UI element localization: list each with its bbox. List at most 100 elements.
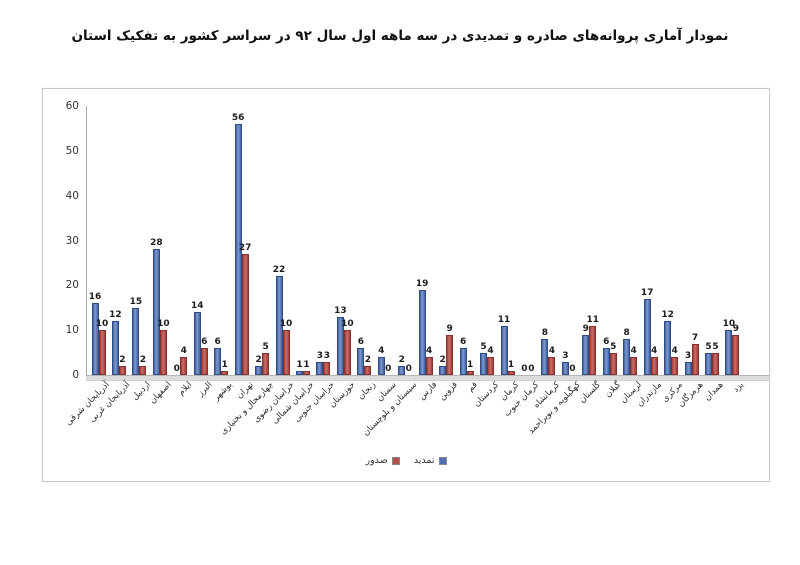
- issue-bar: [425, 357, 433, 375]
- legend-label-renew: تمدید: [413, 455, 435, 466]
- renew-value-label: 5: [480, 341, 487, 352]
- renew-value-label: 8: [623, 328, 630, 339]
- renew-bar: [275, 276, 283, 375]
- issue-bar: [609, 352, 617, 375]
- issue-bar: [159, 330, 167, 375]
- x-category-label: گلستان: [577, 380, 603, 406]
- renew-bar: [234, 123, 242, 375]
- legend-item-renew: تمدید: [414, 455, 447, 466]
- issue-value-label: 4: [487, 346, 494, 357]
- issue-value-label: 4: [548, 346, 556, 357]
- issue-bar: [241, 253, 249, 375]
- renew-bar: [684, 361, 692, 375]
- renew-value-label: 9: [582, 323, 589, 334]
- issue-value-label: 5: [610, 341, 617, 352]
- issue-value-label: 1: [303, 359, 310, 370]
- issue-bar: [262, 352, 270, 375]
- issue-bar: [343, 330, 351, 375]
- renew-value-label: 14: [190, 301, 204, 312]
- issue-value-label: 4: [651, 346, 658, 357]
- chart-frame: 0 10 20 30 40 50 60 16 10 آذربایجان شرقی 12 2 آذربای…: [42, 88, 770, 482]
- renew-value-label: 10: [722, 319, 736, 330]
- issue-value-label: 4: [630, 346, 637, 357]
- issue-bar: [507, 370, 515, 375]
- y-tick-label: 60: [65, 100, 79, 112]
- renew-value-label: 6: [459, 337, 467, 348]
- y-axis-line: [86, 106, 87, 375]
- issue-bar: [118, 366, 126, 375]
- x-category-label: بوشهر: [211, 380, 235, 403]
- renew-value-label: 19: [415, 278, 429, 289]
- renew-bar: [296, 370, 303, 375]
- issue-value-label: 0: [405, 364, 412, 374]
- issue-bar: [548, 357, 556, 375]
- renew-bar: [439, 366, 447, 375]
- renew-bar: [561, 361, 569, 375]
- issue-value-label: 10: [279, 319, 293, 330]
- issue-value-label: 2: [364, 355, 371, 366]
- legend-swatch-issue-icon: [391, 456, 400, 465]
- renew-bar: [111, 321, 119, 375]
- renew-bar: [459, 348, 467, 375]
- issue-value-label: 6: [201, 337, 208, 348]
- renew-bar: [643, 298, 651, 375]
- issue-bar: [323, 361, 331, 375]
- issue-value-label: 9: [446, 323, 453, 334]
- y-tick-label: 20: [65, 279, 79, 292]
- renew-value-label: 6: [603, 337, 610, 348]
- x-category-label: یزد: [731, 380, 747, 395]
- issue-value-label: 2: [139, 355, 147, 366]
- legend-item-issue: صدور: [366, 455, 400, 466]
- renew-value-label: 56: [231, 112, 245, 123]
- y-tick-label: 0: [72, 369, 79, 381]
- legend-swatch-renew-icon: [438, 456, 447, 465]
- issue-bar: [712, 352, 719, 375]
- issue-value-label: 1: [221, 359, 228, 370]
- renew-bar: [623, 339, 631, 375]
- renew-value-label: 28: [150, 238, 163, 249]
- issue-bar: [671, 357, 679, 375]
- renew-bar: [255, 366, 263, 375]
- issue-bar: [589, 325, 597, 375]
- renew-value-label: 13: [334, 305, 347, 316]
- x-category-label: ایلام: [176, 380, 194, 398]
- x-category-label: زنجان: [356, 380, 378, 402]
- issue-value-label: 2: [119, 355, 126, 366]
- renew-bar: [664, 321, 672, 375]
- renew-bar: [316, 361, 324, 375]
- renew-bar: [582, 334, 590, 375]
- issue-bar: [487, 357, 495, 375]
- renew-value-label: 2: [398, 355, 405, 366]
- issue-value-label: 10: [341, 319, 354, 330]
- x-category-label: قم: [466, 380, 481, 394]
- issue-value-label: 10: [95, 319, 109, 330]
- issue-bar: [446, 334, 454, 375]
- renew-bar: [480, 352, 488, 375]
- issue-bar: [630, 357, 638, 375]
- renew-bar: [152, 249, 160, 375]
- renew-value-label: 4: [378, 346, 385, 357]
- renew-value-label: 3: [562, 350, 569, 361]
- renew-value-label: 6: [214, 337, 221, 348]
- renew-value-label: 2: [439, 355, 446, 366]
- renew-value-label: 1: [296, 359, 303, 370]
- renew-value-label: 0: [173, 364, 180, 374]
- issue-bar: [364, 366, 372, 375]
- renew-value-label: 12: [661, 310, 674, 321]
- renew-value-label: 5: [705, 341, 712, 352]
- issue-value-label: 4: [180, 346, 187, 357]
- renew-bar: [602, 348, 610, 375]
- renew-bar: [357, 348, 365, 375]
- x-category-label: فارس: [417, 380, 440, 403]
- chart-title: نمودار آماری پروانه‌های صادره و تمدیدی د…: [71, 28, 729, 44]
- x-axis-floor: [86, 375, 769, 381]
- renew-value-label: 3: [316, 350, 324, 361]
- issue-value-label: 10: [157, 319, 170, 330]
- issue-bar: [732, 334, 740, 375]
- issue-value-label: 1: [466, 359, 474, 370]
- renew-bar: [418, 289, 426, 375]
- issue-value-label: 4: [671, 346, 678, 357]
- renew-bar: [214, 348, 222, 375]
- issue-bar: [282, 330, 290, 375]
